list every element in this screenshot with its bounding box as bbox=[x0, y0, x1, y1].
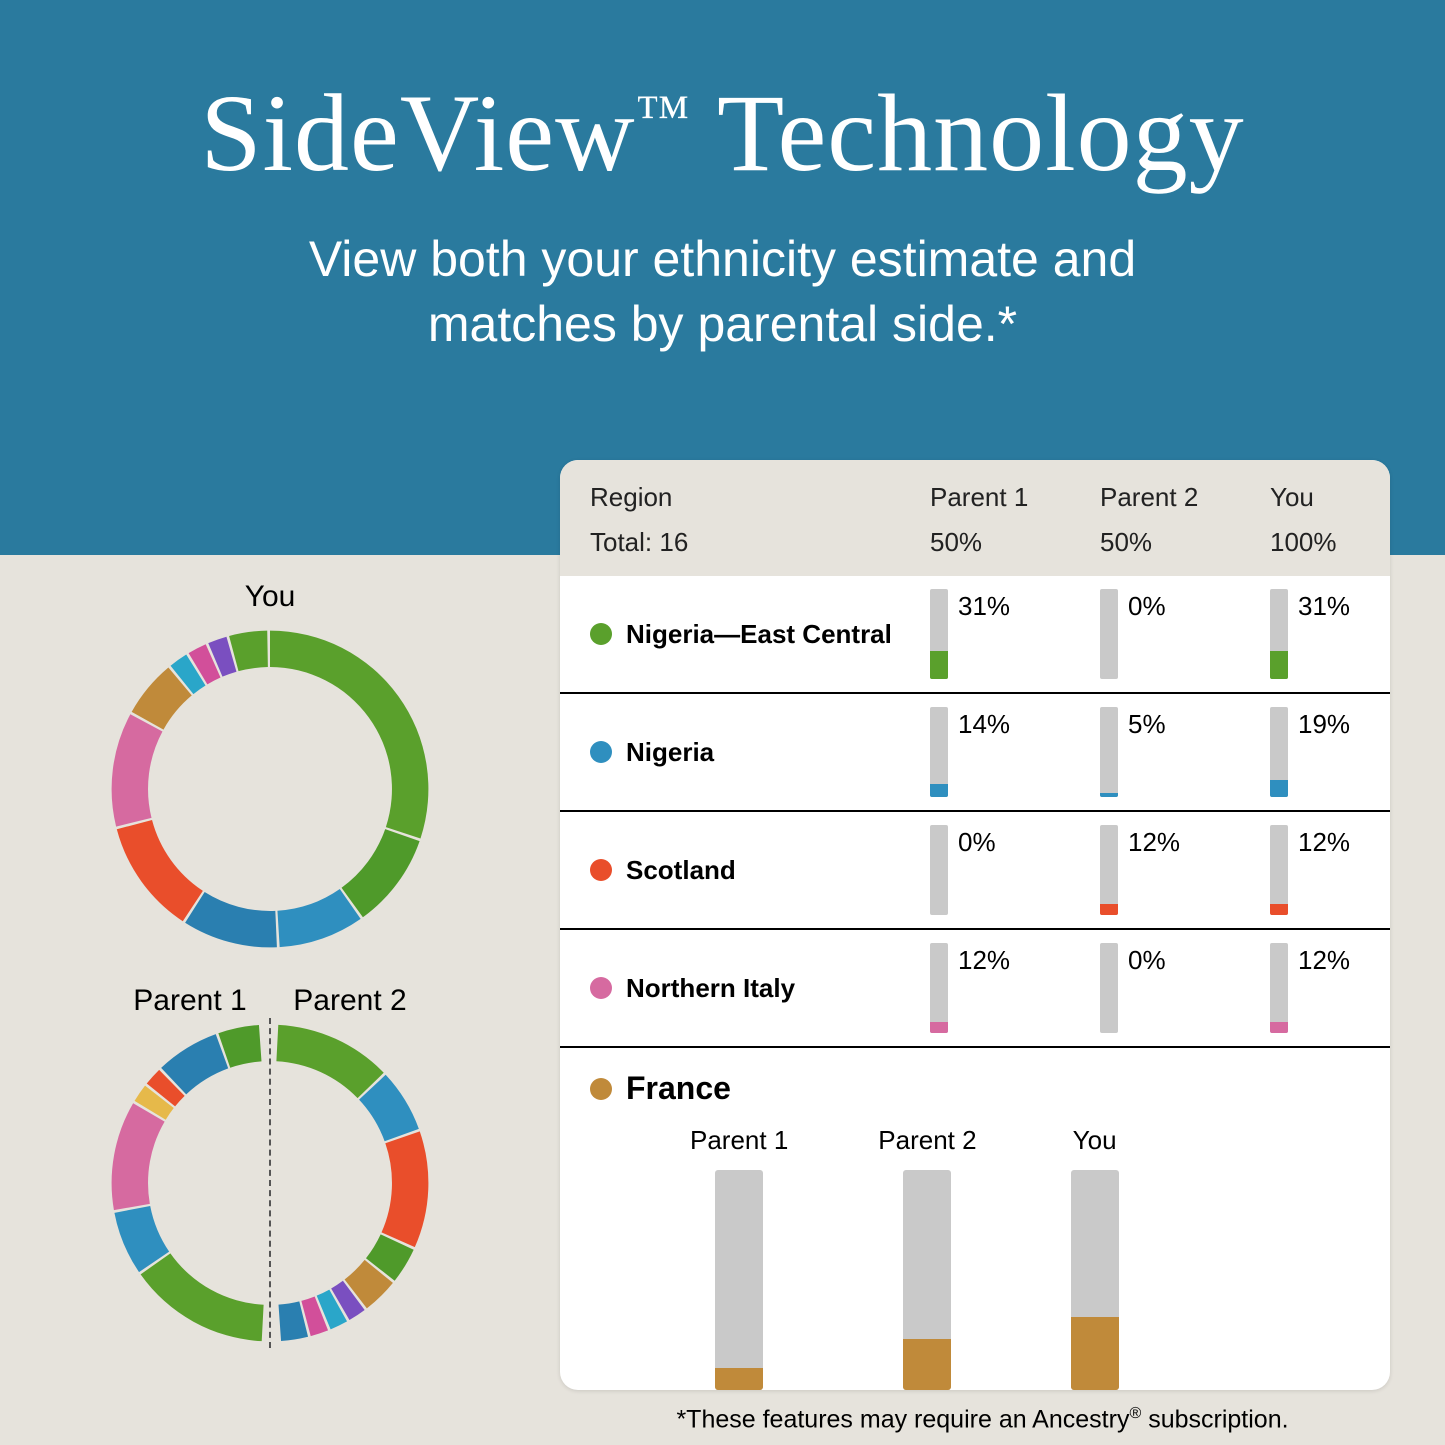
parent2-label: Parent 2 bbox=[270, 984, 430, 1018]
total-you: 100% bbox=[1270, 527, 1390, 558]
region-dot bbox=[590, 623, 612, 645]
region-cell: Northern Italy bbox=[590, 973, 930, 1004]
bar-cell-p2: 5% bbox=[1100, 707, 1270, 797]
region-cell: Nigeria—East Central bbox=[590, 619, 930, 650]
page-title: SideView™ Technology bbox=[0, 70, 1445, 197]
col-parent1: Parent 1 bbox=[930, 482, 1100, 513]
bar-value: 0% bbox=[1128, 589, 1166, 622]
france-section: France Parent 13% Parent 27% You10% bbox=[560, 1048, 1390, 1390]
france-bar bbox=[903, 1170, 951, 1390]
france-label: France bbox=[626, 1070, 731, 1107]
france-bar bbox=[715, 1170, 763, 1390]
minibar bbox=[1100, 589, 1118, 679]
minibar bbox=[1100, 943, 1118, 1033]
minibar bbox=[1270, 707, 1288, 797]
col-you: You bbox=[1270, 482, 1390, 513]
bar-value: 31% bbox=[958, 589, 1010, 622]
content-area: You Parent 1Parent 2 Region Parent 1 Par… bbox=[0, 555, 1445, 1445]
bar-value: 19% bbox=[1298, 707, 1350, 740]
ethnicity-row: Nigeria—East Central 31% 0% 31% bbox=[560, 576, 1390, 694]
france-bar bbox=[1071, 1170, 1119, 1390]
bar-value: 12% bbox=[1298, 943, 1350, 976]
minibar bbox=[1100, 707, 1118, 797]
region-name: Nigeria—East Central bbox=[626, 619, 892, 650]
bar-value: 5% bbox=[1128, 707, 1166, 740]
minibar bbox=[1270, 943, 1288, 1033]
bar-cell-you: 31% bbox=[1270, 589, 1390, 679]
footnote: *These features may require an Ancestry®… bbox=[560, 1405, 1405, 1434]
ethnicity-rows: Nigeria—East Central 31% 0% 31% Nigeria 14% 5%… bbox=[560, 576, 1390, 1048]
parent1-label: Parent 1 bbox=[110, 984, 270, 1018]
parent-labels: Parent 1Parent 2 bbox=[60, 984, 480, 1018]
france-col: Parent 13% bbox=[690, 1125, 788, 1390]
minibar bbox=[1270, 825, 1288, 915]
ethnicity-row: Scotland 0% 12% 12% bbox=[560, 812, 1390, 930]
ethnicity-card: Region Parent 1 Parent 2 You Total: 16 5… bbox=[560, 460, 1390, 1390]
minibar bbox=[1100, 825, 1118, 915]
donut-charts: You Parent 1Parent 2 bbox=[60, 580, 480, 1348]
ethnicity-row: Northern Italy 12% 0% 12% bbox=[560, 930, 1390, 1048]
col-parent2: Parent 2 bbox=[1100, 482, 1270, 513]
minibar bbox=[930, 589, 948, 679]
trademark-symbol: ™ bbox=[636, 83, 691, 144]
minibar bbox=[930, 825, 948, 915]
region-dot bbox=[590, 859, 612, 881]
bar-value: 12% bbox=[1298, 825, 1350, 858]
region-name: Nigeria bbox=[626, 737, 714, 768]
bar-cell-you: 12% bbox=[1270, 825, 1390, 915]
bar-value: 0% bbox=[1128, 943, 1166, 976]
region-dot bbox=[590, 741, 612, 763]
total-parent2: 50% bbox=[1100, 527, 1270, 558]
france-col-label: Parent 1 bbox=[690, 1125, 788, 1156]
bar-value: 12% bbox=[958, 943, 1010, 976]
bar-value: 31% bbox=[1298, 589, 1350, 622]
total-parent1: 50% bbox=[930, 527, 1100, 558]
total-label: Total: 16 bbox=[590, 527, 930, 558]
bar-cell-p1: 12% bbox=[930, 943, 1100, 1033]
bar-value: 0% bbox=[958, 825, 996, 858]
bar-cell-p2: 12% bbox=[1100, 825, 1270, 915]
table-header: Region Parent 1 Parent 2 You Total: 16 5… bbox=[560, 460, 1390, 576]
donut-you bbox=[105, 624, 435, 954]
france-dot bbox=[590, 1078, 612, 1100]
donut-parents bbox=[105, 1018, 435, 1348]
bar-cell-you: 12% bbox=[1270, 943, 1390, 1033]
france-col: Parent 27% bbox=[878, 1125, 976, 1390]
region-dot bbox=[590, 977, 612, 999]
minibar bbox=[930, 707, 948, 797]
ethnicity-row: Nigeria 14% 5% 19% bbox=[560, 694, 1390, 812]
bar-cell-p2: 0% bbox=[1100, 943, 1270, 1033]
bar-cell-p1: 14% bbox=[930, 707, 1100, 797]
minibar bbox=[1270, 589, 1288, 679]
donut-split-line bbox=[269, 1018, 271, 1348]
bar-cell-p1: 31% bbox=[930, 589, 1100, 679]
france-title: France bbox=[590, 1070, 1360, 1107]
region-name: Northern Italy bbox=[626, 973, 795, 1004]
region-cell: Nigeria bbox=[590, 737, 930, 768]
page-subtitle: View both your ethnicity estimate and ma… bbox=[0, 227, 1445, 357]
bar-cell-you: 19% bbox=[1270, 707, 1390, 797]
france-col-label: Parent 2 bbox=[878, 1125, 976, 1156]
title-main: SideView bbox=[200, 72, 635, 194]
france-bars: Parent 13% Parent 27% You10% bbox=[590, 1125, 1360, 1390]
france-col-label: You bbox=[1067, 1125, 1123, 1156]
bar-value: 12% bbox=[1128, 825, 1180, 858]
title-rest: Technology bbox=[690, 72, 1244, 194]
bar-cell-p1: 0% bbox=[930, 825, 1100, 915]
bar-value: 14% bbox=[958, 707, 1010, 740]
region-name: Scotland bbox=[626, 855, 736, 886]
donut-you-label: You bbox=[60, 580, 480, 614]
col-region: Region bbox=[590, 482, 930, 513]
minibar bbox=[930, 943, 948, 1033]
region-cell: Scotland bbox=[590, 855, 930, 886]
france-col: You10% bbox=[1067, 1125, 1123, 1390]
bar-cell-p2: 0% bbox=[1100, 589, 1270, 679]
